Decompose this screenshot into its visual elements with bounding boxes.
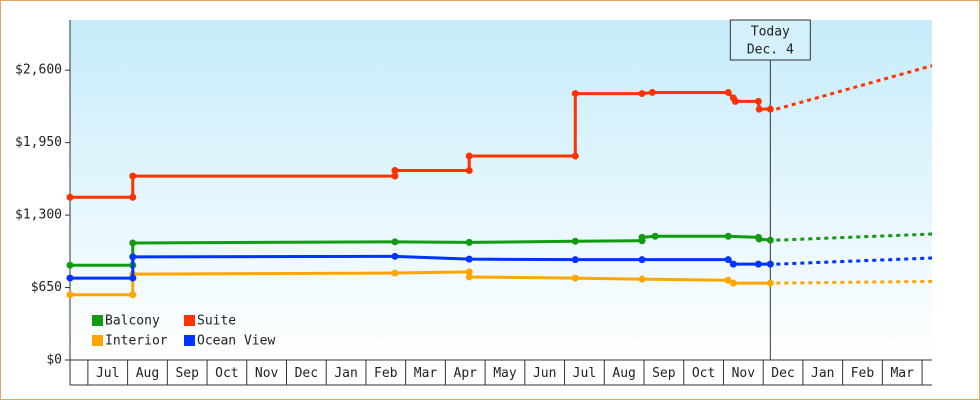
x-tick-label: Feb [851,366,875,381]
x-tick-label: Sep [175,366,199,381]
point [391,252,399,260]
x-tick-label: Dec [295,366,318,381]
point [766,279,774,287]
point [571,90,579,98]
point [129,291,137,299]
point [571,256,579,264]
point [465,273,473,281]
x-tick-label: Jan [334,366,357,381]
point [66,291,74,299]
point [731,97,739,105]
forecast-line [776,256,933,266]
x-tick-label: Sep [652,366,676,381]
point [638,233,646,241]
point [729,279,737,287]
point [648,88,656,96]
point [465,238,473,246]
legend-label: Suite [197,314,236,329]
forecast-line [775,64,933,111]
point [754,97,762,105]
point [638,256,646,264]
point [729,260,737,268]
legend-label: Balcony [105,314,160,329]
point [766,105,774,113]
point [651,232,659,240]
point [129,172,137,180]
x-tick-label: Aug [136,366,159,381]
x-tick-label: May [493,366,517,381]
x-tick-label: Mar [414,366,438,381]
legend-swatch [184,315,195,326]
point [724,88,732,96]
point [465,268,473,276]
point [571,152,579,160]
forecast-line [776,232,933,242]
x-tick-label: Jul [573,366,596,381]
point [754,260,762,268]
point [766,260,774,268]
x-tick-label: Oct [692,366,715,381]
x-tick-label: Apr [454,366,478,381]
point [66,274,74,282]
point [755,105,763,113]
legend-swatch [92,335,103,346]
point [391,166,399,174]
point [129,253,137,261]
point [465,152,473,160]
point [391,269,399,277]
point [391,172,399,180]
point [724,276,732,284]
point [66,193,74,201]
y-tick-label: $2,600 [15,63,62,78]
point [129,239,137,247]
legend-swatch [92,315,103,326]
today-box [729,19,811,61]
y-tick-label: $650 [31,280,62,295]
point [724,232,732,240]
forecast-line [776,279,933,285]
plot-background [70,20,932,360]
y-tick-label: $1,950 [15,135,62,150]
x-tick-label: Nov [255,366,279,381]
point [755,235,763,243]
point [638,90,646,98]
point [571,237,579,245]
y-tick-label: $0 [46,353,62,368]
legend-label: Interior [105,334,168,349]
annotation: Dec. 4 [747,43,794,58]
y-tick-label: $1,300 [15,208,62,223]
point [129,193,137,201]
x-tick-label: Jul [96,366,119,381]
point [66,261,74,269]
legend-label: Ocean View [197,334,275,349]
x-tick-label: Oct [215,366,238,381]
point [766,236,774,244]
x-tick-label: Aug [612,366,635,381]
point [129,274,137,282]
x-tick-label: Jan [811,366,834,381]
x-tick-label: Mar [890,366,914,381]
point [638,275,646,283]
legend-swatch [184,335,195,346]
annotation: Today [751,25,790,40]
point [465,255,473,263]
x-tick-label: Nov [732,366,756,381]
x-tick-label: Jun [533,366,556,381]
point [571,274,579,282]
point [465,166,473,174]
x-tick-label: Dec [771,366,794,381]
x-tick-label: Feb [374,366,398,381]
point [724,256,732,264]
point [391,238,399,246]
